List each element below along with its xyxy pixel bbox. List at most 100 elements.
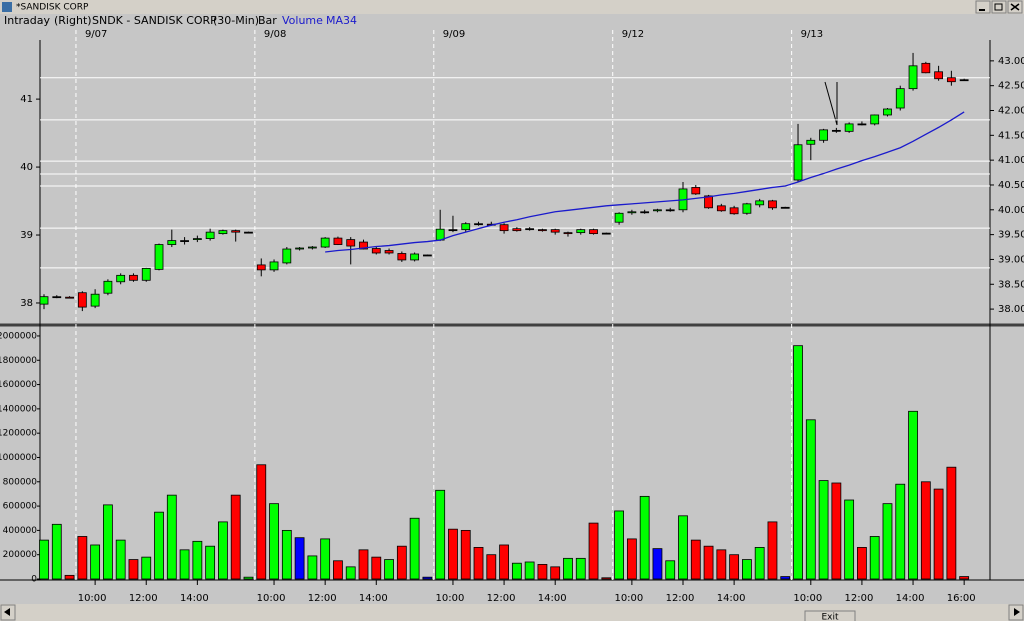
y-tick-label: 200000 — [3, 550, 38, 560]
volume-bar — [831, 482, 842, 580]
x-tick-label: 10:00 — [436, 593, 465, 604]
volume-bar — [818, 480, 829, 580]
header-item: Intraday — [4, 14, 51, 27]
candle-body — [844, 123, 854, 132]
scrollbar — [0, 604, 1024, 621]
volume-bar — [844, 499, 855, 580]
date-label: 9/08 — [264, 29, 286, 40]
volume-bar — [448, 528, 458, 580]
volume-bar — [882, 503, 893, 580]
y2-tick-label: 40 — [20, 162, 33, 173]
volume-bar — [205, 545, 216, 580]
candle-body — [256, 264, 266, 271]
candle-body — [180, 240, 189, 242]
x-tick-label: 14:00 — [717, 593, 746, 604]
x-tick-label: 14:00 — [538, 593, 567, 604]
volume-bar — [933, 488, 944, 580]
x-tick-label: 12:00 — [308, 593, 337, 604]
volume-bar — [780, 576, 791, 580]
volume-bar — [563, 557, 573, 580]
volume-bar — [716, 549, 727, 580]
volume-bar — [601, 577, 612, 580]
candle-body — [410, 253, 420, 261]
ma-label: MA34 — [326, 14, 357, 27]
restore-button[interactable] — [991, 0, 1007, 14]
x-tick-label: 12:00 — [845, 593, 874, 604]
candle-body — [77, 292, 87, 308]
candle-body — [320, 237, 330, 248]
volume-bar — [154, 511, 164, 580]
minimize-button[interactable] — [975, 0, 991, 14]
candle-body — [691, 187, 701, 195]
volume-bar — [767, 521, 778, 580]
candle-body — [946, 77, 956, 83]
volume-bar — [793, 345, 803, 580]
y2-tick-label: 38 — [20, 298, 33, 309]
candle-body — [295, 247, 305, 250]
volume-bar — [908, 410, 918, 580]
candle-body — [742, 203, 752, 214]
x-tick-label: 10:00 — [793, 593, 822, 604]
volume-bar — [51, 523, 62, 580]
volume-bar — [307, 555, 318, 580]
candle-body — [959, 79, 969, 82]
candle-body — [346, 239, 356, 247]
candle-body — [908, 65, 918, 90]
volume-bar — [192, 540, 203, 580]
candle-body — [231, 230, 241, 233]
x-tick-label: 12:00 — [129, 593, 158, 604]
candle-body — [755, 200, 765, 206]
y-tick-label: 2000000 — [0, 331, 37, 341]
x-tick-label: 16:00 — [947, 593, 976, 604]
y-tick-label: 39.00 — [998, 254, 1024, 265]
candle-body — [525, 228, 535, 231]
volume-bar — [358, 549, 369, 580]
y-tick-label: 39.50 — [998, 230, 1024, 241]
x-tick-label: 10:00 — [257, 593, 286, 604]
y-tick-label: 800000 — [3, 477, 38, 487]
candle-body — [563, 232, 573, 235]
volume-bar — [435, 489, 446, 580]
candle-body — [422, 254, 432, 257]
volume-bar — [665, 560, 676, 580]
candle-body — [704, 195, 713, 209]
drawn-line — [824, 81, 838, 126]
candle-body — [192, 238, 202, 240]
candle-body — [921, 62, 931, 74]
candle-body — [653, 209, 662, 212]
volume-bar — [920, 481, 931, 580]
scroll-right-icon — [1014, 608, 1020, 616]
volume-bar — [511, 562, 522, 580]
volume-bar — [371, 556, 382, 580]
chart-background — [0, 14, 1024, 604]
candle-body — [269, 261, 279, 271]
candle-body — [857, 123, 867, 126]
volume-bar — [729, 554, 740, 580]
volume-bar — [396, 545, 407, 580]
volume-bar — [652, 548, 663, 580]
y-tick-label: 42.00 — [998, 106, 1024, 117]
exit-button[interactable] — [804, 610, 856, 621]
candle-body — [883, 108, 892, 116]
close-icon — [1010, 3, 1020, 11]
volume-bar — [639, 495, 650, 580]
candle-body — [218, 230, 228, 235]
candle-body — [39, 296, 49, 305]
candle-body — [52, 296, 62, 299]
volume-bar — [460, 529, 471, 580]
volume-bar — [678, 515, 688, 580]
restore-icon — [994, 3, 1003, 11]
volume-bar — [550, 566, 561, 580]
volume-bar — [614, 510, 624, 580]
candle-body — [65, 296, 74, 299]
y-tick-label: 1600000 — [0, 380, 37, 390]
header-item: (30-Min) — [213, 14, 259, 27]
candle-body — [333, 237, 343, 245]
candle-body — [665, 209, 675, 212]
window-icon — [2, 2, 12, 12]
y2-tick-label: 41 — [20, 94, 33, 105]
volume-bar — [269, 503, 279, 580]
candle-body — [499, 224, 509, 232]
